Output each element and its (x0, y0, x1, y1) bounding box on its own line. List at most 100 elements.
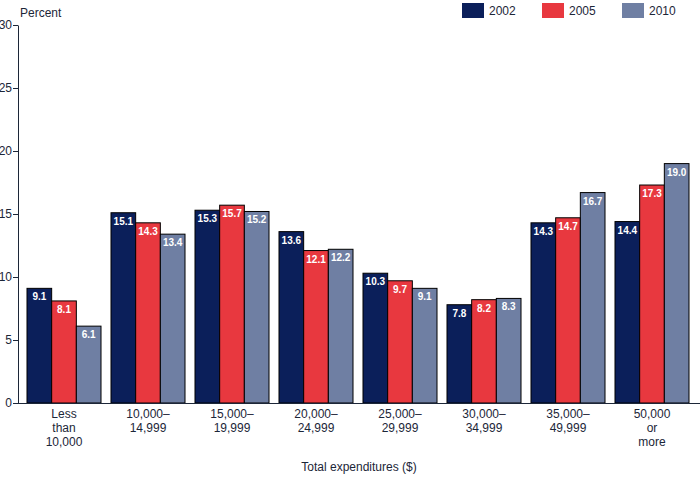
x-tick: 20,000–24,999 (294, 403, 338, 435)
bar (472, 300, 497, 403)
bar (304, 251, 329, 403)
x-tick-label: Lessthan10,000 (46, 407, 83, 449)
legend-item: 2005 (542, 3, 596, 18)
x-tick-label: 35,000–49,999 (546, 407, 590, 435)
x-tick: 35,000–49,999 (546, 403, 590, 435)
data-label: 12.2 (331, 252, 351, 263)
data-label: 16.7 (583, 196, 603, 207)
data-label: 8.3 (502, 301, 516, 312)
x-tick: 15,000–19,999 (210, 403, 254, 435)
data-label: 19.0 (667, 167, 687, 178)
y-tick-label: 20 (0, 144, 12, 158)
data-label: 14.3 (534, 226, 554, 237)
legend-swatch (462, 3, 484, 18)
bar (160, 234, 185, 403)
x-tick: 25,000–29,999 (378, 403, 422, 435)
legend-label: 2010 (649, 4, 676, 18)
bar (531, 223, 556, 403)
y-tick-mark (13, 151, 18, 152)
legend: 2002 2005 2010 (462, 3, 676, 18)
bar (52, 301, 77, 403)
y-tick-mark (13, 214, 18, 215)
bar (388, 281, 413, 403)
bar (279, 232, 304, 403)
y-tick: 20 (0, 144, 18, 158)
data-label: 17.3 (642, 188, 662, 199)
bar (328, 249, 353, 403)
y-axis: 0 5 10 15 20 25 30 (0, 18, 19, 410)
bar (664, 164, 689, 403)
y-axis-line (18, 26, 19, 404)
bar (580, 193, 605, 403)
data-label: 12.1 (306, 254, 326, 265)
bar (615, 222, 640, 403)
data-label: 15.7 (222, 208, 242, 219)
bar (244, 211, 269, 403)
data-label: 15.3 (198, 213, 218, 224)
y-tick: 30 (0, 18, 18, 32)
bar (27, 288, 52, 403)
bar (195, 210, 220, 403)
bars (27, 164, 689, 403)
y-tick-mark (13, 340, 18, 341)
y-tick: 10 (0, 270, 18, 284)
data-label: 13.4 (163, 237, 183, 248)
bar (363, 273, 388, 403)
data-label: 15.2 (247, 214, 267, 225)
x-axis: Lessthan10,000 10,000–14,999 15,000–19,999… (18, 403, 700, 449)
x-tick-label: 20,000–24,999 (294, 407, 338, 435)
x-tick: Lessthan10,000 (46, 403, 83, 449)
data-label: 13.6 (282, 235, 302, 246)
x-tick: 10,000–14,999 (126, 403, 170, 435)
y-tick-mark (13, 25, 18, 26)
bar (111, 213, 136, 403)
y-tick-mark (13, 88, 18, 89)
data-label: 10.3 (366, 276, 386, 287)
data-label: 8.1 (57, 304, 71, 315)
data-label: 14.7 (558, 221, 578, 232)
data-label: 9.1 (32, 291, 46, 302)
x-axis-title: Total expenditures ($) (301, 460, 416, 474)
bar (556, 218, 581, 403)
y-tick-label: 15 (0, 207, 12, 221)
data-label: 14.4 (618, 225, 638, 236)
legend-label: 2002 (489, 4, 516, 18)
bar (496, 298, 521, 403)
y-tick: 15 (0, 207, 18, 221)
x-tick-label: 15,000–19,999 (210, 407, 254, 435)
chart: 9.115.115.313.610.37.814.314.48.114.315.… (0, 0, 700, 479)
data-label: 9.1 (418, 291, 432, 302)
y-tick-mark (13, 403, 18, 404)
x-tick-label: 30,000–34,999 (462, 407, 506, 435)
legend-item: 2010 (622, 3, 676, 18)
legend-swatch (622, 3, 644, 18)
y-tick-label: 0 (5, 396, 12, 410)
legend-swatch (542, 3, 564, 18)
bar (76, 326, 101, 403)
bar (412, 288, 437, 403)
y-tick: 0 (5, 396, 18, 410)
bar (447, 305, 472, 403)
y-tick-mark (13, 277, 18, 278)
bar (220, 205, 245, 403)
y-tick: 25 (0, 81, 18, 95)
data-labels: 9.115.115.313.610.37.814.314.48.114.315.… (32, 167, 686, 341)
y-tick: 5 (5, 333, 18, 347)
data-label: 14.3 (138, 226, 158, 237)
data-label: 9.7 (393, 284, 407, 295)
data-label: 8.2 (477, 303, 491, 314)
y-tick-label: 10 (0, 270, 12, 284)
bar (136, 223, 161, 403)
data-label: 6.1 (82, 329, 96, 340)
y-axis-title: Percent (20, 6, 62, 20)
x-tick: 30,000–34,999 (462, 403, 506, 435)
x-tick-label: 50,000ormore (634, 407, 671, 449)
x-tick: 50,000ormore (634, 403, 671, 449)
bar (640, 185, 665, 403)
x-tick-label: 25,000–29,999 (378, 407, 422, 435)
legend-label: 2005 (569, 4, 596, 18)
y-tick-label: 25 (0, 81, 12, 95)
y-tick-label: 5 (5, 333, 12, 347)
data-label: 15.1 (114, 216, 134, 227)
y-tick-label: 30 (0, 18, 12, 32)
